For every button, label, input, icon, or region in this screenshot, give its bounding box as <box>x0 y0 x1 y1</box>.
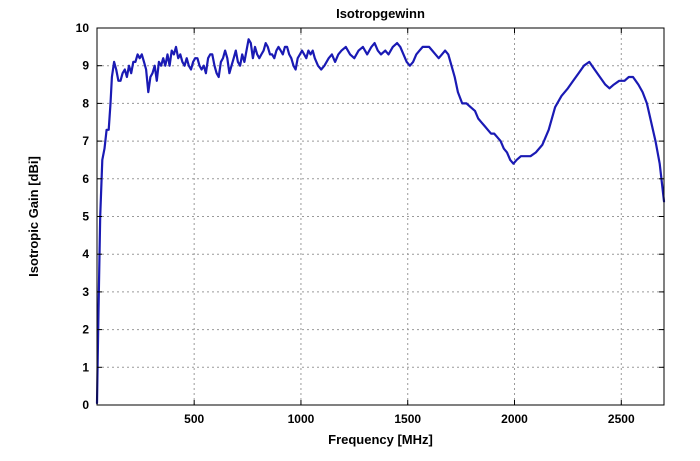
y-tick-label: 7 <box>82 134 89 148</box>
y-tick-label: 5 <box>82 210 89 224</box>
y-tick-label: 4 <box>82 247 89 261</box>
x-tick-label: 2500 <box>608 412 635 426</box>
y-tick-label: 10 <box>76 21 90 35</box>
x-tick-label: 500 <box>184 412 204 426</box>
y-tick-label: 0 <box>82 398 89 412</box>
y-tick-label: 2 <box>82 323 89 337</box>
x-tick-label: 1000 <box>288 412 315 426</box>
x-tick-label: 1500 <box>394 412 421 426</box>
x-tick-label: 2000 <box>501 412 528 426</box>
gain-series-line <box>95 38 666 405</box>
axis-ticks: 500 1000 1500 2000 2500 0 1 2 3 4 5 6 7 8 9 10 <box>76 21 664 426</box>
y-tick-label: 1 <box>82 360 89 374</box>
y-tick-label: 3 <box>82 285 89 299</box>
y-axis-label: Isotropic Gain [dBi] <box>26 156 41 277</box>
x-axis-label: Frequency [MHz] <box>328 432 433 447</box>
y-tick-label: 9 <box>82 59 89 73</box>
chart-title: Isotropgewinn <box>336 6 425 21</box>
y-tick-label: 6 <box>82 172 89 186</box>
plot-frame <box>96 27 665 406</box>
series-layer <box>95 38 666 405</box>
grid <box>97 28 664 405</box>
y-tick-label: 8 <box>82 96 89 110</box>
